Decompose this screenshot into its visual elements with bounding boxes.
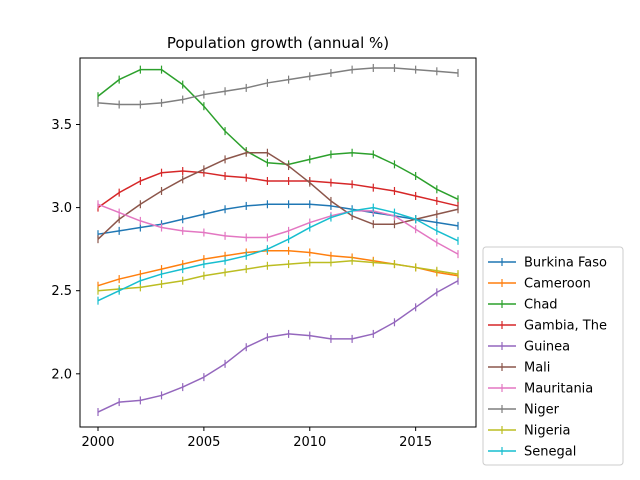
series-mali — [97, 148, 459, 244]
series-cameroon — [97, 246, 459, 290]
chart-title: Population growth (annual %) — [167, 34, 389, 52]
x-tick-label: 2015 — [399, 435, 432, 450]
series-guinea — [97, 276, 459, 417]
legend-item-nigeria: Nigeria — [488, 424, 571, 439]
legend-item-burkina-faso: Burkina Faso — [488, 256, 607, 271]
legend-label: Guinea — [524, 340, 570, 355]
legend-item-gambia-the: Gambia, The — [488, 319, 607, 334]
y-axis: 2.0 2.5 3.0 3.5 — [51, 118, 80, 382]
plot-area-frame — [79, 57, 477, 428]
legend-item-senegal: Senegal — [488, 445, 576, 460]
y-tick-label: 3.0 — [51, 201, 72, 216]
legend: Burkina Faso Cameroon Chad Gambia, The Guine… — [482, 246, 624, 466]
series-line-mauritania — [97, 203, 459, 255]
legend-frame — [482, 246, 624, 466]
legend-label: Nigeria — [524, 424, 571, 439]
series-senegal — [97, 203, 459, 305]
legend-label: Mali — [524, 361, 550, 376]
x-tick-label: 2005 — [187, 435, 220, 450]
legend-item-guinea: Guinea — [488, 340, 570, 355]
series-line-mali — [97, 151, 459, 240]
series-niger — [97, 63, 459, 109]
y-tick-label: 2.0 — [51, 367, 72, 382]
legend-label: Niger — [524, 403, 560, 418]
legend-item-niger: Niger — [488, 403, 560, 418]
x-tick-label: 2010 — [293, 435, 326, 450]
legend-item-chad: Chad — [488, 298, 558, 313]
x-axis: 2000 2005 2010 2015 — [81, 427, 432, 450]
series-line-gambia-the — [97, 170, 459, 209]
series-line-senegal — [97, 206, 459, 302]
series-nigeria — [97, 256, 459, 295]
series-line-chad — [97, 68, 459, 200]
y-tick-label: 2.5 — [51, 284, 72, 299]
legend-item-mali: Mali — [488, 361, 550, 376]
legend-label: Mauritania — [524, 382, 593, 397]
legend-label: Cameroon — [524, 277, 591, 292]
legend-label: Chad — [524, 298, 558, 313]
series-layer — [97, 63, 459, 417]
x-tick-label: 2000 — [81, 435, 114, 450]
series-line-cameroon — [97, 250, 459, 287]
y-tick-label: 3.5 — [51, 118, 72, 133]
legend-label: Senegal — [524, 445, 576, 460]
series-line-nigeria — [97, 260, 459, 292]
legend-item-cameroon: Cameroon — [488, 277, 591, 292]
series-chad — [97, 65, 459, 204]
series-burkina-faso — [97, 200, 459, 239]
series-line-burkina-faso — [97, 203, 459, 235]
legend-label: Burkina Faso — [524, 256, 607, 271]
legend-item-mauritania: Mauritania — [488, 382, 593, 397]
series-line-guinea — [97, 280, 459, 413]
legend-label: Gambia, The — [524, 319, 607, 334]
series-line-niger — [97, 67, 459, 106]
series-mauritania — [97, 200, 459, 259]
